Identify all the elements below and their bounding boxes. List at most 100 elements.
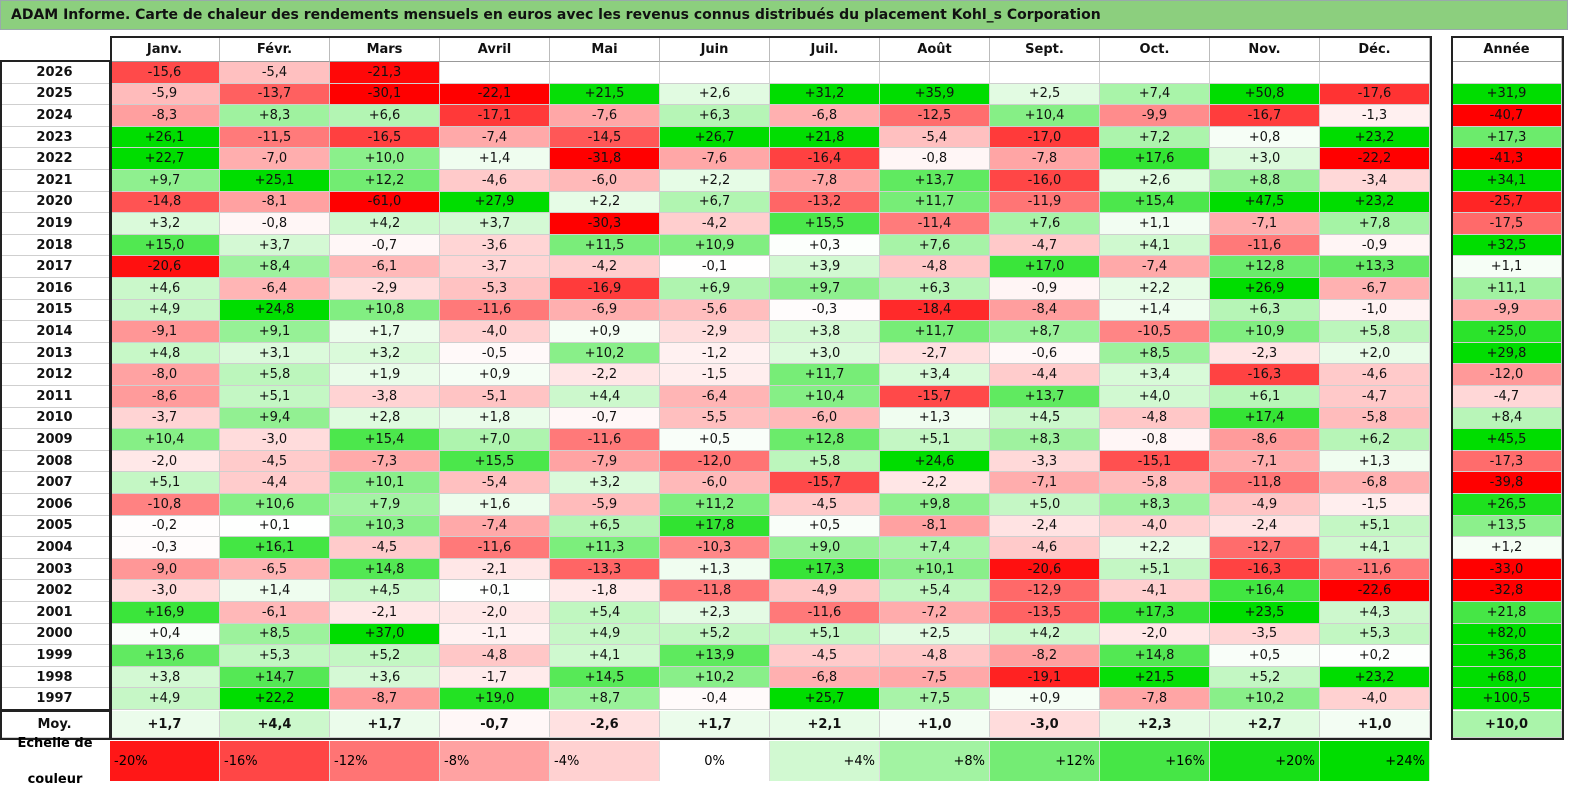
heatmap-cell: +4,9: [550, 623, 660, 646]
heatmap-cell: -5,1: [440, 386, 550, 408]
scale-step: +20%: [1210, 741, 1320, 781]
heatmap-cell: -2,4: [990, 515, 1100, 538]
average-cell: +2,3: [1100, 711, 1210, 738]
heatmap-cell: +5,1: [1100, 558, 1210, 581]
heatmap-cell: +10,2: [1210, 688, 1320, 710]
heatmap-cell: -11,5: [220, 126, 330, 149]
heatmap-cell: +10,9: [1210, 321, 1320, 343]
heatmap-cell: -4,7: [1320, 386, 1430, 408]
heatmap-cell: -2,4: [1210, 515, 1320, 538]
average-cell: +2,7: [1210, 711, 1320, 738]
heatmap-cell: -0,1: [660, 256, 770, 278]
heatmap-cell: -4,8: [880, 256, 990, 278]
heatmap-cell: +3,2: [550, 472, 660, 494]
heatmap-cell: -4,7: [990, 234, 1100, 257]
scale-label-line1: Echelle de: [17, 736, 93, 751]
heatmap-cell: -0,2: [110, 515, 220, 538]
heatmap-cell: +4,1: [1320, 537, 1430, 559]
heatmap-cell: +17,4: [1210, 407, 1320, 430]
year-total-cell: +13,5: [1452, 515, 1562, 538]
heatmap-cell: -7,6: [660, 148, 770, 170]
heatmap-cell: +6,9: [660, 278, 770, 300]
heatmap-cell: -1,2: [660, 342, 770, 365]
year-label: 2021: [0, 170, 110, 192]
year-label: 2003: [0, 558, 110, 581]
heatmap-cell: -12,7: [1210, 537, 1320, 559]
heatmap-cell: -7,4: [440, 126, 550, 149]
scale-step: +16%: [1100, 741, 1210, 781]
heatmap-cell: -6,8: [770, 666, 880, 689]
heatmap-cell: -10,3: [660, 537, 770, 559]
year-label: 2009: [0, 429, 110, 451]
heatmap-cell: -11,9: [990, 191, 1100, 214]
heatmap-cell: +27,9: [440, 191, 550, 214]
heatmap-cell: -12,5: [880, 105, 990, 127]
heatmap-cell: +0,9: [990, 688, 1100, 710]
month-header: Janv.: [110, 38, 220, 62]
heatmap-cell: +10,3: [330, 515, 440, 538]
heatmap-cell: +5,2: [1210, 666, 1320, 689]
heatmap-cell: +12,8: [770, 429, 880, 451]
heatmap-cell: +0,9: [440, 364, 550, 386]
heatmap-cell: -6,0: [550, 170, 660, 192]
heatmap-cell: +6,2: [1320, 429, 1430, 451]
scale-label: Echelle de couleur: [0, 736, 110, 787]
heatmap-cell: -2,2: [550, 364, 660, 386]
year-label: 2002: [0, 580, 110, 602]
heatmap-cell: +0,5: [1210, 645, 1320, 667]
heatmap-cell: +3,7: [220, 234, 330, 257]
heatmap-cell: -8,4: [990, 299, 1100, 322]
heatmap-cell: +17,0: [990, 256, 1100, 278]
heatmap-cell: -2,0: [110, 450, 220, 473]
year-total-cell: +1,1: [1452, 256, 1562, 278]
heatmap-cell: +3,4: [880, 364, 990, 386]
heatmap-cell: -1,5: [660, 364, 770, 386]
heatmap-cell: +6,7: [660, 191, 770, 214]
heatmap-cell: +26,9: [1210, 278, 1320, 300]
heatmap-cell: +9,0: [770, 537, 880, 559]
heatmap-cell: -16,4: [770, 148, 880, 170]
heatmap-cell: +6,3: [1210, 299, 1320, 322]
year-total-cell: +31,9: [1452, 83, 1562, 106]
year-label: 2024: [0, 105, 110, 127]
heatmap-cell: +15,5: [770, 213, 880, 235]
year-total-cell: -33,0: [1452, 558, 1562, 581]
scale-step: 0%: [660, 741, 770, 781]
heatmap-cell: -7,8: [1100, 688, 1210, 710]
year-total-cell: +29,8: [1452, 342, 1562, 365]
heatmap-cell: -3,8: [330, 386, 440, 408]
heatmap-cell: +6,5: [550, 515, 660, 538]
month-header: Juin: [660, 38, 770, 62]
heatmap-cell: -4,9: [1210, 494, 1320, 516]
heatmap-cell: +1,8: [440, 407, 550, 430]
year-total-cell: -40,7: [1452, 105, 1562, 127]
scale-step: +12%: [990, 741, 1100, 781]
heatmap-cell: +3,0: [770, 342, 880, 365]
heatmap-cell: -0,6: [990, 342, 1100, 365]
heatmap-cell: -11,6: [770, 602, 880, 624]
year-total-cell: -25,7: [1452, 191, 1562, 214]
month-header: Oct.: [1100, 38, 1210, 62]
heatmap-cell: +8,3: [990, 429, 1100, 451]
heatmap-cell: +1,7: [330, 321, 440, 343]
heatmap-cell: -0,7: [330, 234, 440, 257]
heatmap-cell: +15,0: [110, 234, 220, 257]
year-label: 2025: [0, 83, 110, 106]
heatmap-cell: +3,1: [220, 342, 330, 365]
heatmap-cell: +31,2: [770, 83, 880, 106]
heatmap-cell: +10,1: [330, 472, 440, 494]
heatmap-cell: +17,3: [770, 558, 880, 581]
heatmap-cell: +0,3: [770, 234, 880, 257]
heatmap-cell: -7,0: [220, 148, 330, 170]
month-header: Avril: [440, 38, 550, 62]
heatmap-cell: -3,7: [110, 407, 220, 430]
heatmap-cell: +4,0: [1100, 386, 1210, 408]
heatmap-cell: -0,8: [880, 148, 990, 170]
heatmap-cell: +26,7: [660, 126, 770, 149]
heatmap-cell: +4,9: [110, 299, 220, 322]
heatmap-cell: -6,8: [770, 105, 880, 127]
average-total-cell: +10,0: [1452, 711, 1562, 738]
heatmap-cell: +17,8: [660, 515, 770, 538]
heatmap-cell: +9,7: [110, 170, 220, 192]
heatmap-cell: +0,1: [220, 515, 330, 538]
